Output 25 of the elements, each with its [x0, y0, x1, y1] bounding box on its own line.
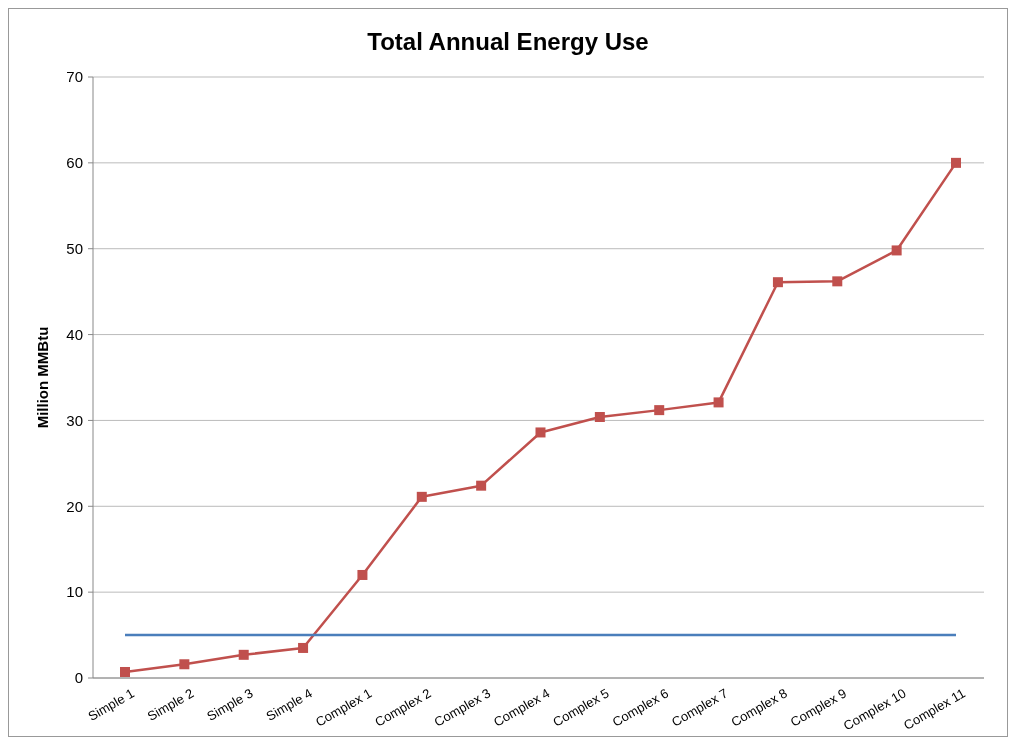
y-tick-label: 20: [66, 497, 83, 515]
y-tick-label: 10: [66, 583, 83, 601]
y-tick-label: 60: [66, 154, 83, 172]
chart-title: Total Annual Energy Use: [367, 28, 649, 55]
y-axis-title: Million MMBtu: [34, 326, 51, 429]
point: [951, 157, 961, 168]
point: [238, 649, 249, 660]
point: [298, 642, 309, 653]
y-tick-label: 40: [66, 325, 83, 343]
point: [713, 397, 724, 408]
point: [594, 411, 605, 422]
point: [120, 666, 130, 677]
point: [357, 569, 368, 580]
point: [416, 491, 427, 502]
y-tick-label: 0: [74, 669, 83, 687]
y-tick-label: 70: [66, 68, 83, 86]
y-tick-label: 50: [66, 239, 83, 257]
y-tick-label: 30: [66, 411, 83, 429]
point: [772, 277, 783, 288]
point: [891, 245, 902, 256]
point: [476, 480, 487, 491]
point: [654, 405, 665, 416]
point: [535, 427, 546, 438]
point: [179, 659, 190, 670]
point: [832, 276, 843, 287]
